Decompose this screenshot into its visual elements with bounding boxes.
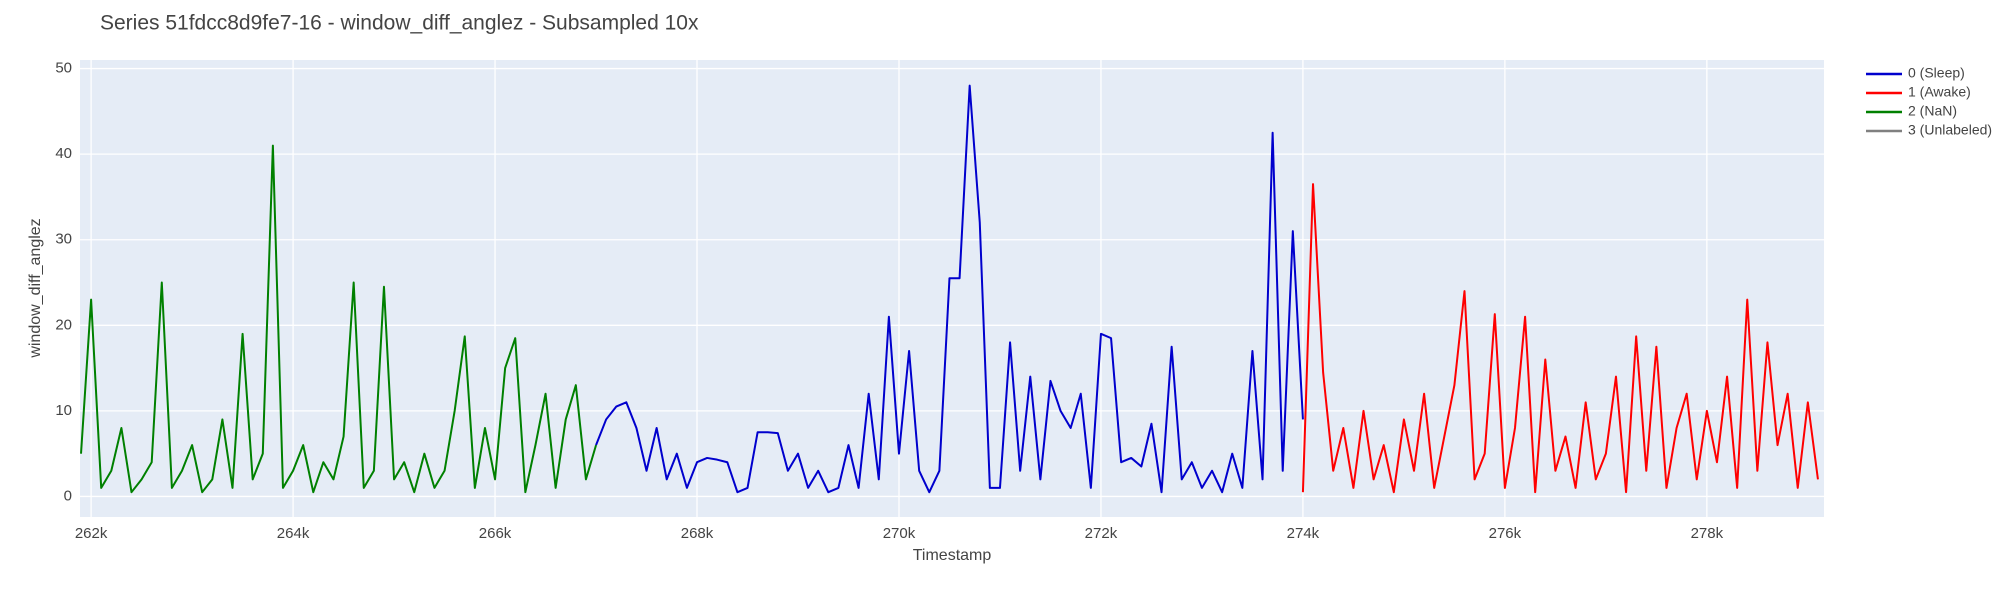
x-tick-label: 278k	[1691, 525, 1724, 542]
x-tick-label: 268k	[681, 525, 714, 542]
x-tick-label: 266k	[479, 525, 512, 542]
x-tick-label: 264k	[277, 525, 310, 542]
legend-label: 1 (Awake)	[1908, 84, 1971, 100]
y-tick-label: 50	[55, 60, 72, 77]
y-tick-label: 0	[64, 487, 72, 504]
chart-title: Series 51fdcc8d9fe7-16 - window_diff_ang…	[100, 12, 699, 35]
y-tick-label: 40	[55, 145, 72, 162]
y-tick-label: 20	[55, 316, 72, 333]
legend-label: 0 (Sleep)	[1908, 65, 1965, 81]
legend-label: 3 (Unlabeled)	[1908, 122, 1992, 138]
legend-label: 2 (NaN)	[1908, 103, 1957, 119]
series-line	[595, 84, 1304, 494]
series-line	[80, 144, 597, 494]
x-tick-label: 276k	[1489, 525, 1522, 542]
plot-background	[80, 60, 1824, 517]
y-tick-label: 10	[55, 402, 72, 419]
series-line	[1301, 183, 1819, 494]
x-tick-label: 262k	[75, 525, 108, 542]
x-tick-label: 272k	[1085, 525, 1118, 542]
x-tick-label: 270k	[883, 525, 916, 542]
y-tick-label: 30	[55, 231, 72, 248]
x-axis-title: Timestamp	[913, 547, 992, 564]
x-tick-label: 274k	[1287, 525, 1320, 542]
y-axis-title: window_diff_anglez	[27, 218, 44, 358]
